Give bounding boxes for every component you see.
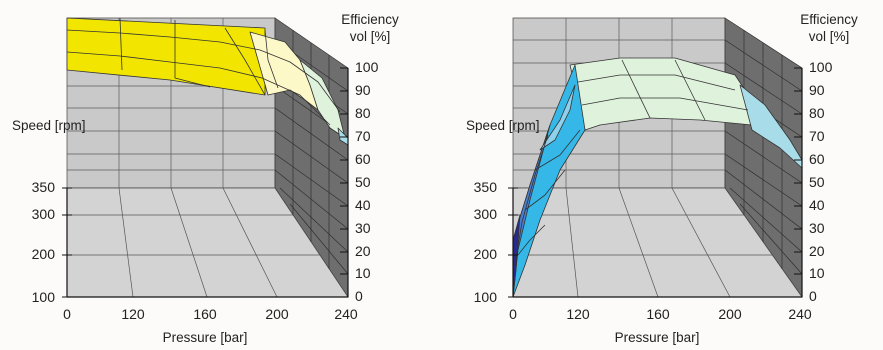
right-surface-mesh [517, 224, 546, 256]
right-x-tick-label: 160 [646, 306, 670, 322]
left-z-tick-label: 20 [355, 243, 371, 259]
left-z-tick-label: 100 [355, 59, 379, 75]
left-y-tick-label: 100 [31, 289, 55, 305]
right-z-tick-label: 70 [809, 128, 825, 144]
right-surface-patch [539, 84, 576, 151]
right-y-tick-label: 350 [473, 179, 497, 195]
right-z-tick-label: 10 [809, 265, 825, 281]
left-surface-mesh [264, 29, 279, 89]
right-xlabel: Pressure [bar] [614, 330, 700, 345]
right-surface-mesh [514, 134, 549, 266]
right-floor-grid [513, 187, 772, 298]
left-surface [66, 17, 349, 146]
right-z-tick-label: 80 [809, 105, 825, 121]
right-z-tick-label: 30 [809, 220, 825, 236]
left-z-tick-label: 90 [355, 82, 371, 98]
left-zlabel-line1: Efficiency [341, 12, 399, 27]
right-z-tick-label: 0 [809, 288, 817, 304]
right-z-tick-label: 50 [809, 174, 825, 190]
left-z-tick-label: 0 [355, 288, 363, 304]
right-zlabel-line2: vol [%] [808, 29, 850, 44]
right-y-tick-label: 300 [473, 206, 497, 222]
left-x-tick-label: 240 [334, 306, 358, 322]
right-x-tick-label: 0 [509, 306, 517, 322]
left-y-tick-marks [62, 187, 72, 298]
right-zlabel-line1: Efficiency [800, 12, 858, 27]
left-z-tick-marks [340, 67, 348, 298]
right-x-tick-label: 200 [718, 306, 742, 322]
right-z-tick-label: 20 [809, 243, 825, 259]
right-y-tick-label: 200 [473, 246, 497, 262]
left-z-tick-label: 30 [355, 220, 371, 236]
left-floor-grid [67, 187, 321, 298]
left-x-tick-label: 160 [193, 306, 217, 322]
left-z-tick-label: 10 [355, 265, 371, 281]
right-surface [512, 57, 803, 298]
left-x-tick-label: 0 [63, 306, 71, 322]
right-z-tick-label: 100 [809, 59, 833, 75]
left-z-tick-label: 50 [355, 174, 371, 190]
right-x-tick-label: 120 [566, 306, 590, 322]
left-y-tick-label: 350 [31, 179, 55, 195]
left-back-wall-grid [67, 18, 275, 188]
right-z-tick-label: 90 [809, 82, 825, 98]
left-surface-mesh [224, 27, 266, 96]
left-zlabel-line2: vol [%] [349, 29, 391, 44]
left-ylabel: Speed [rpm] [12, 118, 86, 133]
chart-right [508, 17, 803, 299]
right-surface-mesh [534, 129, 581, 171]
left-z-tick-label: 80 [355, 105, 371, 121]
right-z-tick-label: 60 [809, 151, 825, 167]
right-surface-mesh [577, 74, 736, 91]
left-xlabel: Pressure [bar] [162, 330, 248, 345]
right-x-tick-label: 240 [788, 306, 812, 322]
right-z-tick-label: 40 [809, 197, 825, 213]
left-z-tick-label: 40 [355, 197, 371, 213]
left-x-tick-label: 120 [121, 306, 145, 322]
chart-left [62, 17, 349, 299]
left-side-wall-grid [274, 30, 349, 275]
left-surface-mesh [66, 29, 341, 113]
left-y-tick-label: 200 [31, 246, 55, 262]
right-y-tick-marks [508, 187, 518, 298]
left-surface-mesh [66, 51, 331, 126]
right-surface-mesh [524, 169, 566, 211]
right-surface-mesh [674, 59, 706, 121]
right-y-tick-label: 100 [473, 289, 497, 305]
left-y-tick-label: 300 [31, 206, 55, 222]
left-z-tick-label: 60 [355, 151, 371, 167]
right-ylabel: Speed [rpm] [466, 118, 540, 133]
left-surface-patch [66, 17, 266, 96]
left-surface-patch [299, 59, 346, 139]
right-surface-mesh [621, 59, 651, 119]
left-z-tick-label: 70 [355, 128, 371, 144]
left-surface-mesh [174, 20, 211, 88]
left-surface-mesh [119, 17, 123, 71]
right-surface-mesh [581, 97, 749, 111]
left-x-tick-label: 200 [265, 306, 289, 322]
right-z-tick-marks [794, 67, 802, 298]
